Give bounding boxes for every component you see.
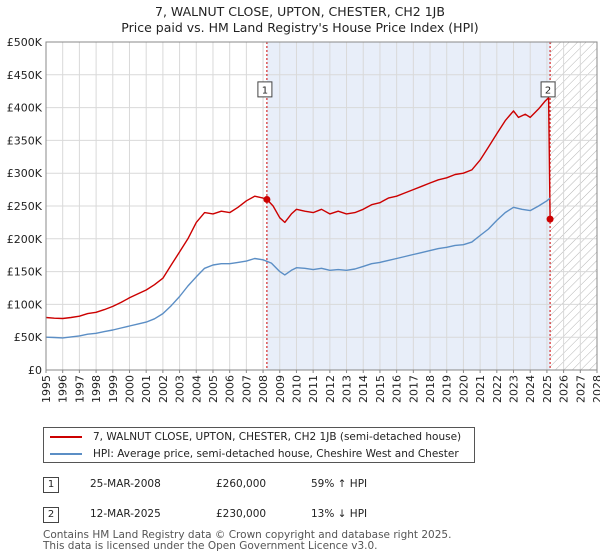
sale-hpi-diff: 59% ↑ HPI — [311, 478, 368, 490]
x-tick-label: 2020 — [457, 375, 470, 403]
x-tick-label: 2005 — [207, 375, 220, 403]
x-tick-label: 2026 — [558, 375, 571, 403]
x-tick-label: 2015 — [374, 375, 387, 403]
x-tick-label: 2011 — [307, 375, 320, 403]
x-tick-label: 1996 — [57, 375, 70, 403]
x-tick-label: 2000 — [123, 375, 136, 403]
x-tick-label: 2009 — [274, 375, 287, 403]
legend-label-hpi: HPI: Average price, semi-detached house,… — [93, 448, 459, 460]
price-chart: 1 2 £0 £50K £100K £150K £200K £250K £300K £350K £4… — [7, 36, 600, 403]
y-tick-label: £100K — [7, 298, 43, 311]
x-tick-label: 2021 — [474, 375, 487, 403]
x-tick-label: 2024 — [524, 375, 537, 403]
sale-badge: 1 — [43, 477, 59, 493]
legend: 7, WALNUT CLOSE, UPTON, CHESTER, CH2 1JB… — [43, 427, 475, 463]
x-tick-label: 2014 — [357, 375, 370, 403]
y-tick-label: £400K — [7, 102, 43, 115]
chart-subtitle: Price paid vs. HM Land Registry's House … — [121, 20, 479, 35]
x-tick-label: 2023 — [508, 375, 521, 403]
y-tick-label: £250K — [7, 200, 43, 213]
sale-label-box — [257, 81, 273, 98]
y-tick-label: £350K — [7, 134, 43, 147]
legend-swatch-hpi — [50, 453, 82, 455]
x-tick-label: 2002 — [157, 375, 170, 403]
footer-license: This data is licensed under the Open Gov… — [43, 540, 378, 552]
y-tick-label: £150K — [7, 266, 43, 279]
footer-copyright: Contains HM Land Registry data © Crown c… — [43, 529, 452, 541]
x-tick-label: 2019 — [441, 375, 454, 403]
y-tick-label: £0 — [28, 364, 42, 377]
x-tick-label: 2006 — [224, 375, 237, 403]
sale-row: 1 25-MAR-2008 £260,000 59% ↑ HPI — [0, 477, 600, 497]
footer: Contains HM Land Registry data © Crown c… — [43, 530, 451, 552]
series-line-hpi — [45, 197, 551, 339]
sale-badge: 2 — [43, 507, 59, 523]
series-line-property — [45, 97, 551, 320]
sale-point — [546, 215, 554, 223]
sale-hpi-diff: 13% ↓ HPI — [311, 508, 368, 520]
sale-row: 2 12-MAR-2025 £230,000 13% ↓ HPI — [0, 507, 600, 527]
x-tick-label: 2007 — [240, 375, 253, 403]
x-tick-label: 2008 — [257, 375, 270, 403]
legend-item-hpi: HPI: Average price, semi-detached house,… — [44, 446, 459, 462]
legend-label-property: 7, WALNUT CLOSE, UPTON, CHESTER, CH2 1JB… — [93, 431, 462, 443]
x-tick-label: 2025 — [541, 375, 554, 403]
legend-item-property: 7, WALNUT CLOSE, UPTON, CHESTER, CH2 1JB… — [44, 429, 461, 445]
y-tick-label: £500K — [7, 36, 43, 49]
x-tick-label: 1995 — [40, 375, 53, 403]
x-tick-label: 2016 — [391, 375, 404, 403]
plot-frame — [45, 41, 598, 371]
sale-date: 25-MAR-2008 — [90, 478, 161, 490]
x-tick-label: 2028 — [591, 375, 600, 403]
x-tick-label: 2027 — [574, 375, 587, 403]
y-tick-label: £50K — [14, 331, 43, 344]
x-tick-label: 2018 — [424, 375, 437, 403]
x-tick-label: 2013 — [341, 375, 354, 403]
sale-label-box — [540, 81, 556, 98]
x-tick-label: 2010 — [290, 375, 303, 403]
x-tick-label: 2012 — [324, 375, 337, 403]
sale-price: £260,000 — [216, 478, 267, 490]
y-tick-label: £450K — [7, 69, 43, 82]
chart-title: 7, WALNUT CLOSE, UPTON, CHESTER, CH2 1JB — [155, 4, 445, 19]
sale-label-number: 2 — [545, 85, 551, 96]
sale-point — [263, 195, 271, 203]
sale-date: 12-MAR-2025 — [90, 508, 161, 520]
x-tick-label: 1998 — [90, 375, 103, 403]
x-tick-label: 2022 — [491, 375, 504, 403]
x-tick-label: 2003 — [174, 375, 187, 403]
x-tick-label: 1999 — [107, 375, 120, 403]
x-tick-label: 2017 — [407, 375, 420, 403]
y-tick-label: £200K — [7, 233, 43, 246]
x-tick-label: 2001 — [140, 375, 153, 403]
y-tick-label: £300K — [7, 167, 43, 180]
sale-label-number: 1 — [262, 85, 268, 96]
legend-swatch-property — [50, 436, 82, 438]
sale-price: £230,000 — [216, 508, 267, 520]
x-tick-label: 2004 — [190, 375, 203, 403]
x-tick-label: 1997 — [73, 375, 86, 403]
